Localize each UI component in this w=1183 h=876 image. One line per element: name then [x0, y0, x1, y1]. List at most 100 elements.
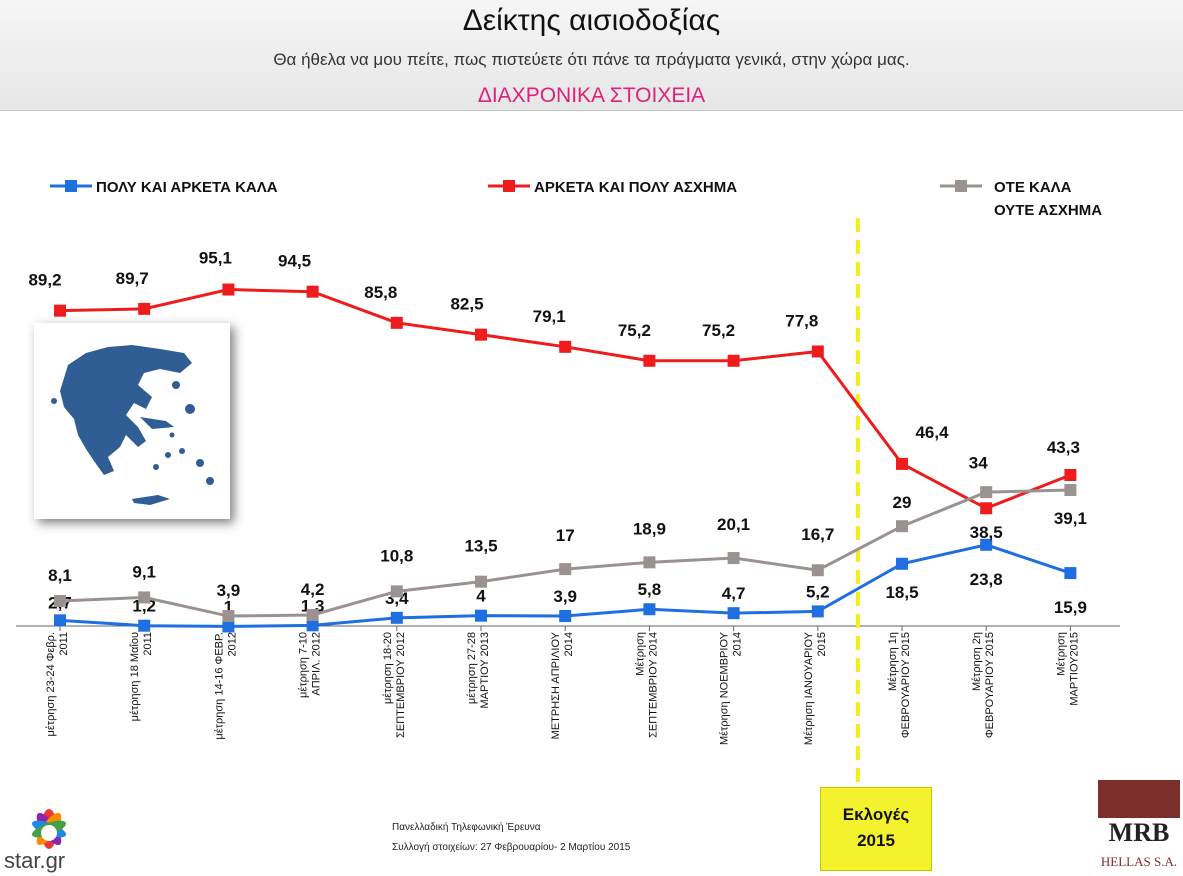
header-band: Δείκτης αισιοδοξίας Θα ήθελα να μου πείτ…	[0, 0, 1183, 111]
x-tick-label: Μέτρηση	[634, 632, 646, 676]
data-label-bad: 75,2	[618, 321, 651, 340]
data-point-bad	[475, 328, 487, 341]
data-point-neutral	[559, 563, 572, 576]
section-heading: ΔΙΑΧΡΟΝΙΚΑ ΣΤΟΙΧΕΙΑ	[477, 84, 706, 107]
data-label-neutral: 29	[893, 493, 912, 512]
data-point-neutral	[980, 486, 993, 499]
data-point-neutral	[390, 585, 403, 598]
data-point-neutral	[54, 595, 66, 608]
legend-label-bad: ΑΡΚΕΤΑ ΚΑΙ ΠΟΛΥ ΑΣΧΗΜΑ	[534, 179, 737, 196]
x-tick-label: Μέτρηση ΙΑΝΟΥΑΡΙΟΥ	[803, 631, 815, 745]
data-point-bad	[390, 316, 403, 329]
data-point-bad	[643, 354, 656, 367]
data-label-neutral: 13,5	[464, 537, 497, 556]
x-tick-label: Μέτρηση 1η	[887, 632, 899, 691]
data-point-neutral	[643, 556, 656, 569]
data-point-good	[390, 611, 403, 624]
x-tick-label: Μέτρηση	[1055, 632, 1067, 676]
data-point-bad	[1064, 468, 1077, 481]
star-channel-logo-icon	[4, 785, 94, 875]
data-point-good	[475, 609, 487, 622]
data-point-good	[559, 610, 572, 623]
data-label-good: 23,8	[970, 570, 1003, 589]
x-tick-label: μέτρηση 7-10	[298, 632, 310, 698]
mrb-logo-text: MRB	[1108, 818, 1170, 847]
data-point-good	[54, 614, 66, 627]
data-point-neutral	[138, 591, 151, 604]
data-label-bad: 95,1	[199, 249, 232, 268]
data-label-bad: 85,8	[364, 283, 397, 302]
legend-label-neutral: ΟΤΕ ΚΑΛΑ	[994, 179, 1072, 196]
data-point-neutral	[896, 520, 908, 533]
x-tick-label: Μέτρηση ΝΟΕΜΒΡΙΟΥ	[719, 631, 731, 745]
elections-2015-box: Εκλογές 2015	[820, 787, 932, 871]
mrb-logo-icon: MRB HELLAS S.A.	[1098, 780, 1180, 872]
data-label-bad: 43,3	[1047, 438, 1080, 457]
data-point-good	[138, 619, 151, 632]
data-label-good: 1	[224, 597, 233, 616]
data-point-neutral	[727, 552, 740, 565]
survey-question: Θα ήθελα να μου πείτε, πως πιστεύετε ότι…	[273, 50, 910, 69]
data-label-bad: 75,2	[702, 321, 735, 340]
data-label-good: 18,5	[885, 583, 918, 602]
data-point-bad	[980, 502, 993, 515]
mrb-logo-mark	[1098, 780, 1180, 818]
legend-marker-bad	[503, 180, 515, 192]
x-tick-label: ΜΑΡΤΙΟΥ2015	[1068, 632, 1080, 706]
data-point-good	[727, 607, 740, 620]
legend-label-good: ΠΟΛΥ ΚΑΙ ΑΡΚΕΤΑ ΚΑΛΑ	[96, 179, 278, 196]
data-label-good: 15,9	[1054, 598, 1087, 617]
data-label-neutral: 10,8	[380, 546, 413, 565]
data-label-good: 5,2	[806, 582, 830, 601]
data-label-good: 4	[476, 587, 486, 606]
data-point-bad	[811, 345, 824, 358]
source-line-survey: Πανελλαδική Τηλεφωνική Έρευνα	[392, 822, 541, 833]
data-point-good	[306, 619, 319, 632]
data-point-neutral	[222, 610, 235, 623]
x-tick-label: 2011	[142, 632, 154, 656]
x-tick-label: 2014	[732, 632, 744, 656]
greece-map-icon	[34, 323, 230, 519]
data-point-bad	[138, 302, 151, 315]
source-line-dates: Συλλογή στοιχείων: 27 Φεβρουαρίου- 2 Μαρ…	[392, 842, 631, 853]
data-label-neutral: 9,1	[132, 562, 156, 581]
data-label-neutral: 18,9	[633, 519, 666, 538]
data-point-bad	[896, 457, 908, 470]
x-tick-label: ΜΑΡΤΙΟΥ 2013	[479, 632, 491, 708]
data-point-good	[643, 603, 656, 616]
data-label-good: 5,8	[638, 580, 662, 599]
data-point-good	[896, 557, 908, 570]
x-tick-label: 2015	[816, 632, 828, 656]
data-point-neutral	[306, 608, 319, 621]
elections-year: 2015	[857, 831, 895, 850]
data-label-bad: 77,8	[785, 311, 818, 330]
x-tick-label: μέτρηση 18-20	[382, 632, 394, 704]
x-tick-label: Μέτρηση 2η	[971, 632, 983, 691]
data-label-neutral: 8,1	[48, 566, 72, 585]
data-label-bad: 82,5	[450, 295, 483, 314]
data-label-neutral: 16,7	[801, 525, 834, 544]
x-tick-label: ΦΕΒΡΟΥΑΡΙΟΥ 2015	[984, 632, 996, 738]
data-point-neutral	[1064, 484, 1077, 497]
x-tick-label: ΑΠΡΙΛ. 2012	[311, 632, 323, 696]
data-label-neutral: 20,1	[717, 515, 750, 534]
x-tick-label: ΣΕΠΤΕΜΒΡΙΟΥ 2012	[395, 632, 407, 738]
x-tick-label: μέτρηση 23-24 Φεβρ.	[45, 632, 57, 736]
data-label-bad: 79,1	[533, 307, 566, 326]
elections-label: Εκλογές	[842, 805, 910, 824]
x-tick-label: 2014	[563, 632, 575, 656]
x-tick-label: 2011	[58, 632, 70, 656]
legend-marker-neutral	[955, 180, 967, 192]
data-label-bad: 89,7	[116, 269, 149, 288]
star-logo-text: star.gr	[4, 848, 66, 873]
legend-label-neutral: ΟΥΤΕ ΑΣΧΗΜΑ	[994, 202, 1102, 219]
data-label-bad: 94,5	[278, 252, 311, 271]
x-tick-label: ΣΕΠΤΕΜΒΡΙΟΥ 2014	[647, 632, 659, 738]
data-label-bad: 46,4	[915, 423, 949, 442]
data-label-neutral: 4,2	[301, 580, 325, 599]
data-label-neutral: 3,9	[217, 581, 241, 600]
page-title: Δείκτης αισιοδοξίας	[462, 4, 721, 37]
x-tick-label: μέτρηση 18 Μαΐου	[129, 632, 141, 721]
data-point-bad	[222, 283, 235, 296]
